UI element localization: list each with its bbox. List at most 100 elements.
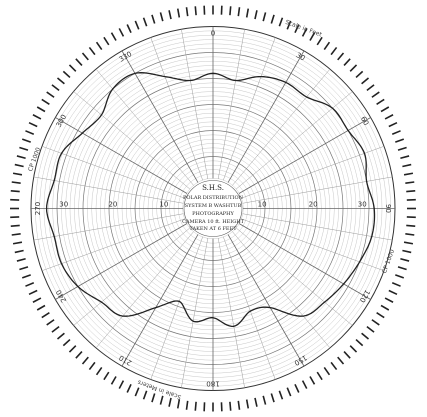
degree-mark bbox=[237, 7, 241, 17]
degree-mark bbox=[316, 371, 323, 381]
data-point bbox=[100, 114, 103, 116]
degree-mark bbox=[301, 380, 308, 389]
center-label-line: CAMERA 10 ft. HEIGHT bbox=[182, 219, 245, 225]
degree-mark bbox=[380, 304, 390, 311]
degree-mark bbox=[330, 46, 338, 56]
degree-mark bbox=[254, 10, 258, 20]
data-point bbox=[60, 263, 63, 265]
degree-mark bbox=[151, 393, 156, 403]
degree-mark bbox=[270, 393, 275, 403]
center-label-line: PHOTOGRAPHY bbox=[192, 211, 234, 217]
degree-mark bbox=[62, 70, 71, 79]
degree-mark bbox=[391, 130, 401, 135]
degree-mark bbox=[134, 387, 140, 397]
degree-mark bbox=[168, 10, 172, 20]
data-point bbox=[212, 317, 214, 319]
data-point bbox=[269, 306, 271, 309]
grid-spoke bbox=[232, 68, 331, 186]
center-label-background bbox=[183, 180, 243, 237]
data-point bbox=[305, 96, 308, 98]
data-point bbox=[155, 306, 157, 309]
degree-mark bbox=[323, 366, 331, 376]
degree-mark bbox=[337, 356, 345, 365]
angle-tick-label: 0 bbox=[211, 30, 215, 38]
degree-mark bbox=[21, 138, 31, 143]
grid-spoke bbox=[73, 227, 191, 326]
grid-spoke bbox=[227, 234, 305, 367]
degree-mark bbox=[395, 138, 405, 143]
grid-spoke bbox=[33, 176, 184, 204]
data-point bbox=[100, 301, 103, 303]
grid-spoke bbox=[223, 236, 276, 380]
degree-mark bbox=[371, 91, 380, 98]
degree-mark bbox=[405, 181, 415, 184]
degree-mark bbox=[384, 114, 394, 120]
degree-mark bbox=[46, 319, 55, 326]
degree-mark bbox=[376, 312, 385, 319]
data-point bbox=[164, 75, 166, 78]
degree-mark bbox=[159, 395, 164, 405]
degree-mark bbox=[380, 106, 390, 113]
data-point bbox=[77, 285, 79, 288]
degree-mark bbox=[278, 390, 284, 400]
degree-mark bbox=[151, 14, 156, 24]
degree-mark bbox=[25, 130, 35, 135]
degree-mark bbox=[12, 172, 23, 176]
degree-mark bbox=[262, 12, 267, 22]
degree-mark bbox=[262, 395, 267, 405]
degree-mark bbox=[68, 64, 77, 72]
degree-mark bbox=[286, 20, 292, 30]
degree-mark bbox=[361, 77, 370, 85]
grid-spoke bbox=[41, 218, 185, 271]
grid-spoke bbox=[181, 238, 209, 388]
degree-mark bbox=[118, 28, 125, 37]
data-point bbox=[285, 81, 287, 84]
angle-tick-label: 60 bbox=[359, 115, 370, 127]
grid-spoke bbox=[150, 236, 203, 380]
degree-mark bbox=[32, 114, 42, 120]
degree-mark bbox=[397, 266, 407, 271]
degree-mark bbox=[323, 41, 331, 51]
degree-mark bbox=[36, 106, 46, 113]
degree-mark bbox=[405, 233, 415, 236]
degree-mark bbox=[12, 241, 23, 245]
degree-mark bbox=[376, 98, 385, 105]
degree-mark bbox=[62, 338, 71, 347]
degree-mark bbox=[337, 52, 345, 61]
grid-spoke bbox=[242, 213, 393, 241]
distribution-curve-group bbox=[45, 72, 376, 328]
degree-mark bbox=[19, 266, 29, 271]
data-point bbox=[342, 283, 345, 285]
degree-mark bbox=[361, 332, 370, 340]
degree-mark bbox=[245, 399, 250, 409]
degree-mark bbox=[185, 7, 189, 17]
degree-mark bbox=[19, 146, 29, 151]
center-label: S.H.S. POLAR DISTRIBUTION SYSTEM B WASHT… bbox=[182, 180, 245, 237]
degree-mark bbox=[110, 376, 117, 385]
data-point bbox=[363, 152, 366, 154]
degree-mark bbox=[294, 24, 300, 34]
degree-mark bbox=[25, 282, 35, 287]
degree-mark bbox=[41, 98, 50, 105]
outer-degree-ring bbox=[10, 5, 416, 412]
degree-mark bbox=[388, 121, 398, 128]
degree-mark bbox=[88, 361, 96, 371]
degree-mark bbox=[343, 58, 351, 67]
grid-spoke bbox=[41, 146, 185, 199]
degree-mark bbox=[402, 249, 412, 254]
grid-spoke bbox=[232, 231, 331, 349]
data-point bbox=[366, 180, 368, 183]
degree-mark bbox=[36, 304, 46, 311]
data-point bbox=[60, 152, 63, 154]
data-point bbox=[212, 72, 214, 74]
grid-spoke bbox=[242, 176, 393, 204]
degree-mark bbox=[142, 390, 148, 400]
angle-tick-label: 180 bbox=[206, 380, 219, 388]
degree-mark bbox=[388, 289, 398, 296]
angle-tick-label: 90 bbox=[384, 204, 392, 213]
degree-mark bbox=[384, 297, 394, 303]
degree-mark bbox=[301, 28, 308, 37]
degree-mark bbox=[51, 325, 60, 333]
degree-mark bbox=[403, 172, 414, 176]
